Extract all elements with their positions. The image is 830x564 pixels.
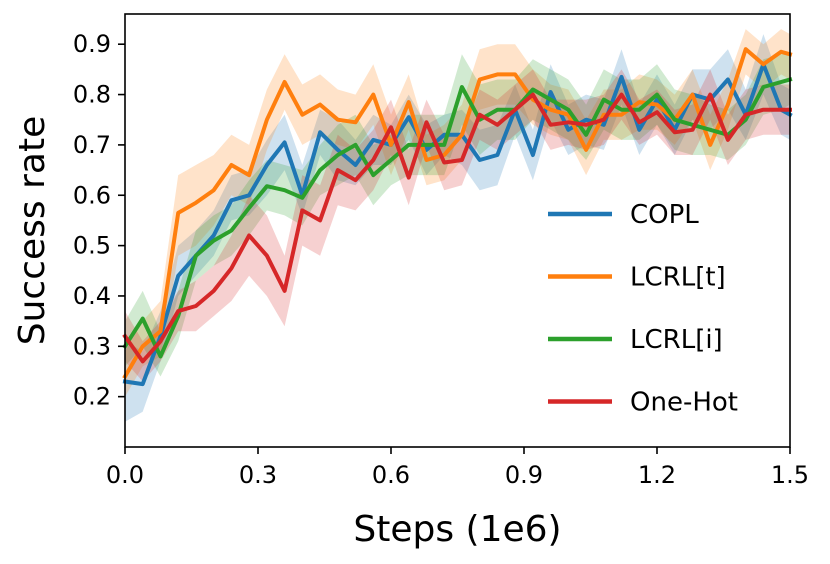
x-tick-label: 0.3 — [239, 461, 277, 489]
x-tick-label: 1.5 — [771, 461, 809, 489]
legend-label-copl: COPL — [630, 200, 699, 230]
y-tick-label: 0.6 — [73, 181, 111, 209]
legend-label-one-hot: One-Hot — [630, 388, 738, 418]
legend-label-lcrl-i: LCRL[i] — [630, 325, 723, 355]
y-tick-label: 0.4 — [73, 282, 111, 310]
y-tick-label: 0.2 — [73, 383, 111, 411]
line-lcrl-t — [122, 47, 793, 380]
legend: COPL LCRL[t] LCRL[i] One-Hot — [548, 200, 738, 418]
y-axis-title: Success rate — [12, 116, 53, 345]
y-tick-label: 0.9 — [73, 30, 111, 58]
x-axis-ticks: 0.0 0.3 0.6 0.9 1.2 1.5 — [106, 447, 809, 489]
y-tick-label: 0.8 — [73, 81, 111, 109]
y-tick-label: 0.7 — [73, 131, 111, 159]
band-lcrl-i — [125, 54, 790, 377]
line-lcrl-i — [122, 77, 793, 359]
x-axis-title: Steps (1e6) — [353, 509, 561, 550]
band-lcrl-t — [125, 29, 790, 397]
x-tick-label: 0.0 — [106, 461, 144, 489]
plot-frame — [124, 13, 791, 448]
confidence-bands — [125, 29, 790, 422]
y-axis-ticks: 0.2 0.3 0.4 0.5 0.6 0.7 0.8 0.9 — [73, 30, 125, 411]
x-tick-label: 0.9 — [505, 461, 543, 489]
line-one-hot — [122, 92, 792, 364]
x-tick-label: 0.6 — [372, 461, 410, 489]
series-lines — [122, 47, 793, 387]
legend-label-lcrl-t: LCRL[t] — [630, 263, 726, 293]
y-tick-label: 0.3 — [73, 332, 111, 360]
band-copl — [125, 34, 790, 422]
y-tick-label: 0.5 — [73, 232, 111, 260]
band-one-hot — [125, 69, 790, 382]
x-tick-label: 1.2 — [638, 461, 676, 489]
